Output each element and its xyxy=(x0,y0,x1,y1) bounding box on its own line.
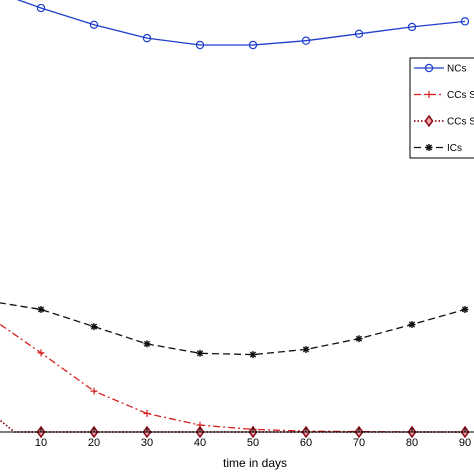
x-tick-label: 90 xyxy=(459,437,471,449)
legend-marker xyxy=(424,63,434,73)
series-3 xyxy=(0,302,469,359)
data-point xyxy=(143,340,151,348)
legend-item: CCs S xyxy=(414,114,474,128)
data-point xyxy=(249,351,257,359)
series-1 xyxy=(0,323,469,436)
data-point xyxy=(36,3,46,13)
plot-lines xyxy=(0,0,470,439)
legend-marker xyxy=(424,114,434,128)
data-point xyxy=(37,349,45,357)
legend-box xyxy=(409,57,474,159)
data-point xyxy=(37,305,45,313)
series-line-1 xyxy=(0,323,465,433)
data-point xyxy=(354,29,364,39)
x-tick-label: 10 xyxy=(35,437,47,449)
legend-label: CCs S xyxy=(447,117,474,128)
series-line-2 xyxy=(0,419,465,433)
legend-item: CCs S xyxy=(414,90,474,101)
data-point xyxy=(301,36,311,45)
series-0 xyxy=(16,0,470,50)
legend-item: NCs xyxy=(414,64,466,75)
legend-label: NCs xyxy=(447,64,466,75)
x-tick-label: 30 xyxy=(141,437,153,449)
x-tick-label: 60 xyxy=(300,437,312,449)
x-tick-label: 70 xyxy=(353,437,365,449)
legend-item: ICs xyxy=(414,143,462,154)
legend-label: CCs S xyxy=(447,90,474,101)
data-point xyxy=(460,17,470,26)
x-tick-label: 40 xyxy=(194,437,206,449)
data-point xyxy=(90,323,98,331)
legend-label: ICs xyxy=(447,143,462,154)
legend-marker xyxy=(425,91,433,98)
data-point xyxy=(302,345,310,353)
x-axis-title: time in days xyxy=(223,456,287,470)
data-point xyxy=(89,20,99,29)
data-point xyxy=(90,387,98,395)
data-point xyxy=(407,22,417,32)
series-line-0 xyxy=(16,0,466,46)
data-point xyxy=(143,410,151,418)
x-tick-label: 20 xyxy=(88,437,100,449)
data-point xyxy=(195,40,205,50)
data-point xyxy=(248,40,258,50)
x-axis: 10 20 30 40 50 60 70 80 90 xyxy=(0,428,474,449)
data-point xyxy=(408,321,416,328)
x-tick-label: 50 xyxy=(247,437,259,449)
series-line-3 xyxy=(0,302,466,356)
x-tick-label: 80 xyxy=(406,437,418,449)
legend: NCs CCs S CCs S ICs xyxy=(409,57,474,159)
data-point xyxy=(142,33,152,43)
data-point xyxy=(461,305,469,313)
legend-marker xyxy=(425,144,433,151)
data-point xyxy=(196,349,204,357)
series-2 xyxy=(0,419,470,439)
data-point xyxy=(355,335,363,343)
